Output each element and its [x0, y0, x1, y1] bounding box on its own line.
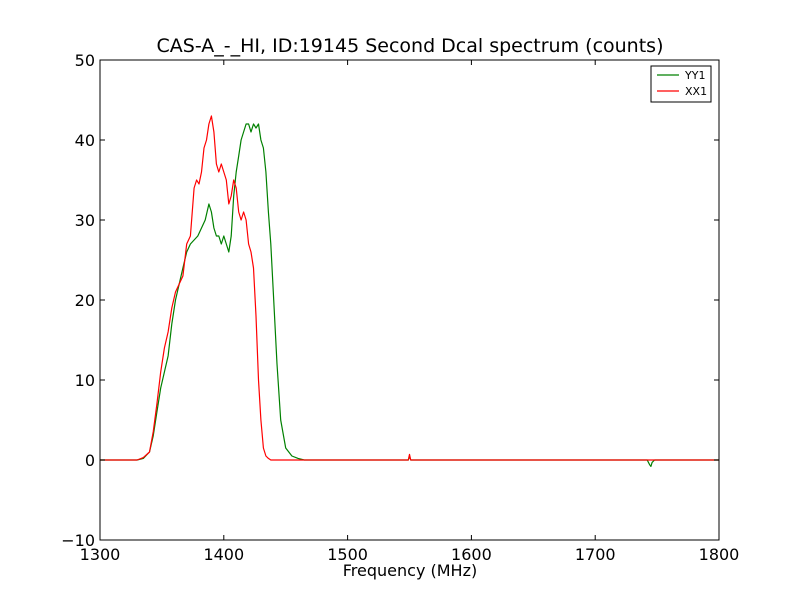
chart-title: CAS-A_-_HI, ID:19145 Second Dcal spectru…: [157, 35, 664, 57]
legend-label-yy1: YY1: [684, 69, 705, 82]
series-line-xx1: [100, 115, 719, 461]
legend-box: [650, 65, 712, 103]
y-tick-label: 40: [75, 131, 95, 150]
y-tick-label: −10: [61, 531, 95, 550]
y-tick-label: 50: [75, 51, 95, 70]
legend-label-xx1: XX1: [685, 85, 707, 98]
y-tick-label: 20: [75, 291, 95, 310]
y-tick-label: 10: [75, 371, 95, 390]
ticks-layer: 1300 1400 1500 1600 1700 1800 −10 0 10 20 30 40 50: [61, 51, 739, 564]
y-tick-label: 30: [75, 211, 95, 230]
series-layer: [100, 115, 719, 467]
y-tick-label: 0: [85, 451, 95, 470]
x-tick-label: 1700: [575, 545, 616, 564]
x-tick-label: 1800: [699, 545, 740, 564]
x-tick-label: 1600: [451, 545, 492, 564]
x-tick-label: 1300: [80, 545, 121, 564]
x-axis-label: Frequency (MHz): [343, 561, 477, 580]
x-tick-label: 1400: [203, 545, 244, 564]
x-tick-label: 1500: [327, 545, 368, 564]
